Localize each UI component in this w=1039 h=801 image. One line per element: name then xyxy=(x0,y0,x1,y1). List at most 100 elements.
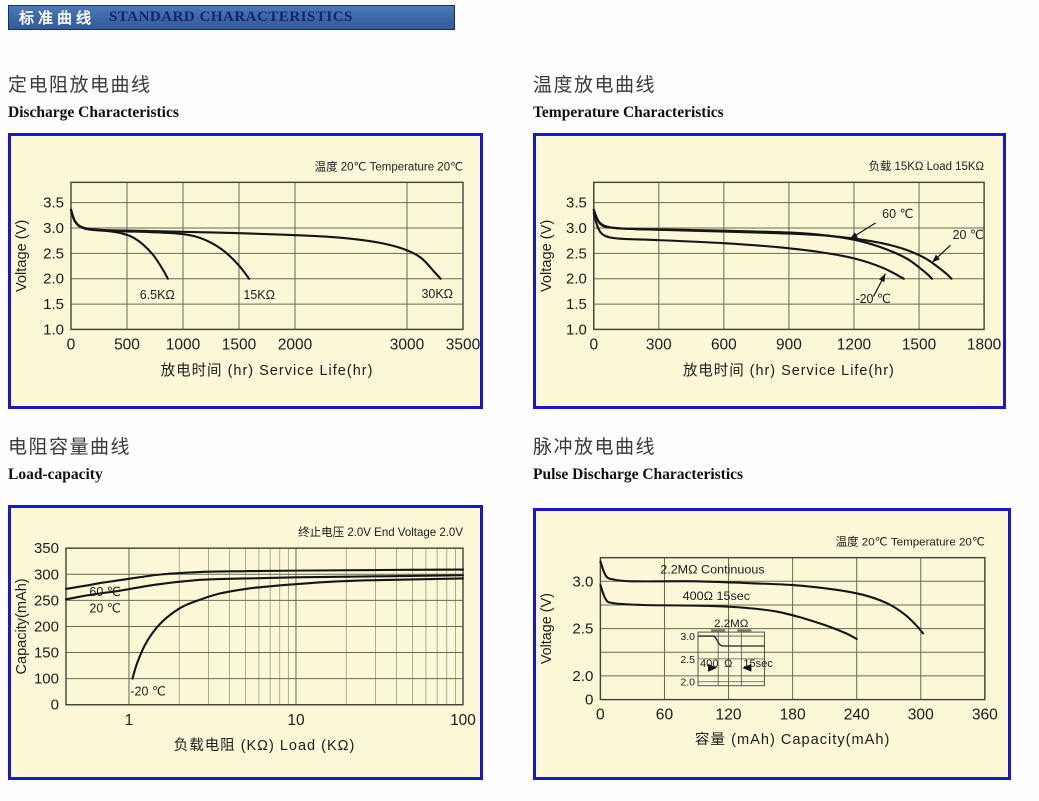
x-tick-label: 0 xyxy=(596,707,605,724)
annotation: 负载 15KΩ Load 15KΩ xyxy=(868,159,984,173)
section-load-capacity: 电阻容量曲线 Load-capacity xyxy=(8,432,478,484)
inset-pulse-label: 15sec xyxy=(743,658,773,670)
x-tick-label: 2000 xyxy=(278,337,313,354)
curve-label: 20 ℃ xyxy=(953,228,984,242)
x-tick-label: 1000 xyxy=(166,337,201,354)
plot-border xyxy=(65,547,464,706)
section-discharge-characteristics: 定电阻放电曲线 Discharge Characteristics xyxy=(8,70,478,122)
x-tick-label: 240 xyxy=(844,707,870,724)
curve-label: -20 ℃ xyxy=(855,292,890,306)
y-tick-label: 3.5 xyxy=(566,195,587,212)
curve-label: 15KΩ xyxy=(243,288,275,302)
series-15KΩ xyxy=(69,208,251,280)
curve-label: 400Ω 15sec xyxy=(683,589,750,603)
inset-tick: 2.0 xyxy=(680,678,695,689)
axis-ticks: 0 300 600 900 1200 1500 1800 1.0 1.5 2.0 2.5 3.0 3.5 xyxy=(566,195,1002,354)
y-tick-label: 300 xyxy=(34,566,59,583)
y-axis-title: Capacity(mAh) xyxy=(14,578,30,674)
x-tick-label: 1500 xyxy=(222,337,257,354)
axis-ticks: 0 500 1000 1500 2000 3000 3500 1.0 1.5 2.0 2.5 3.0 3… xyxy=(43,195,480,354)
y-tick-label: 3.0 xyxy=(43,220,64,237)
plot-border xyxy=(599,556,986,701)
series-6.5KΩ xyxy=(69,208,169,280)
y-tick-label: 2.0 xyxy=(572,668,593,685)
x-tick-label: 300 xyxy=(646,337,672,354)
series-30KΩ xyxy=(69,208,442,280)
x-tick-label: 360 xyxy=(972,707,998,724)
inset-tick: 3.0 xyxy=(680,632,695,643)
annotation: 终止电压 2.0V End Voltage 2.0V xyxy=(298,525,463,539)
y-tick-label: 2.0 xyxy=(43,271,64,288)
y-tick-label: 250 xyxy=(34,592,59,609)
x-tick-label: 600 xyxy=(711,337,737,354)
curve-labels: 2.2MΩ Continuous 400Ω 15sec xyxy=(660,563,764,603)
y-tick-label: 350 xyxy=(34,540,59,557)
series-20 ℃ xyxy=(592,208,953,280)
y-tick-label: 150 xyxy=(34,645,59,662)
axis-ticks: 1 10 100 0 100 150 200 250 300 350 xyxy=(34,540,476,729)
series-group xyxy=(599,560,925,641)
y-tick-label: 0 xyxy=(585,692,593,709)
arrowhead xyxy=(849,232,858,240)
x-tick-label: 1800 xyxy=(967,337,1002,354)
section-title-zh: 脉冲放电曲线 xyxy=(533,437,657,458)
curve-label: 20 ℃ xyxy=(89,601,120,615)
x-tick-label: 1200 xyxy=(837,337,872,354)
curve-labels: 6.5KΩ 15KΩ 30KΩ xyxy=(140,287,453,302)
y-tick-label: 1.0 xyxy=(43,321,64,338)
x-axis-title: 放电时间 (hr) Service Life(hr) xyxy=(161,362,374,379)
series--20 ℃ xyxy=(131,577,465,680)
arrowhead xyxy=(932,254,940,263)
x-tick-label: 10 xyxy=(287,712,305,729)
y-tick-label: 2.0 xyxy=(566,271,587,288)
series-group xyxy=(69,208,442,280)
banner-title-en: STANDARD CHARACTERISTICS xyxy=(109,9,353,25)
section-title-en: Discharge Characteristics xyxy=(8,104,179,121)
y-tick-label: 100 xyxy=(34,671,59,688)
x-tick-label: 900 xyxy=(776,337,802,354)
y-tick-label: 0 xyxy=(51,697,59,714)
grid xyxy=(593,182,985,330)
series-20 ℃ xyxy=(64,574,465,601)
axis-ticks: 0 60 120 180 240 300 360 0 2.0 2.5 3.0 xyxy=(572,573,997,723)
y-axis-title: Voltage (V) xyxy=(539,593,555,664)
x-axis-title: 容量 (mAh) Capacity(mAh) xyxy=(695,731,891,748)
y-tick-label: 1.0 xyxy=(566,321,587,338)
chart-panel-pulse-discharge: 2.2MΩ Continuous 400Ω 15sec 0 60 120 180 240 30… xyxy=(533,508,1011,780)
pulse-inset: 2.2MΩ 3.0 2.5 2.0 400 Ω 15sec xyxy=(680,618,773,688)
annotation: 温度 20℃ Temperature 20℃ xyxy=(315,159,463,173)
chart-discharge-characteristics: 6.5KΩ 15KΩ 30KΩ 0 500 1000 1500 2000 3000 3500 1.0… xyxy=(14,159,481,379)
section-pulse-discharge: 脉冲放电曲线 Pulse Discharge Characteristics xyxy=(533,432,1003,484)
series-2.2MΩ Continuous xyxy=(599,560,925,635)
annotation: 温度 20℃ Temperature 20℃ xyxy=(835,535,984,549)
x-axis-title: 负载电阻 (KΩ) Load (KΩ) xyxy=(174,737,356,754)
y-tick-label: 2.5 xyxy=(43,245,64,262)
curve-label: 30KΩ xyxy=(421,287,453,301)
series-60 ℃ xyxy=(64,568,465,590)
chart-load-capacity: 60 ℃ 20 ℃ -20 ℃ 1 10 100 0 100 150 200 250 300 350 负载… xyxy=(14,525,476,754)
chart-panel-discharge-characteristics: 6.5KΩ 15KΩ 30KΩ 0 500 1000 1500 2000 3000 3500 1.0… xyxy=(8,133,483,409)
section-temperature-characteristics: 温度放电曲线 Temperature Characteristics xyxy=(533,70,1003,122)
section-title-en: Temperature Characteristics xyxy=(533,104,724,121)
x-tick-label: 1 xyxy=(125,712,134,729)
chart-temperature-characteristics: 60 ℃ 20 ℃ -20 ℃ 0 300 600 900 1200 1500 1800 1.0 1.… xyxy=(539,159,1002,379)
section-title-zh: 定电阻放电曲线 xyxy=(8,75,152,96)
x-tick-label: 0 xyxy=(589,337,598,354)
x-tick-label: 120 xyxy=(716,707,742,724)
y-tick-label: 3.5 xyxy=(43,195,64,212)
section-title-en: Load-capacity xyxy=(8,466,103,483)
inset-pulse-label: Ω xyxy=(724,658,732,670)
y-axis-title: Voltage (V) xyxy=(539,220,555,292)
x-tick-label: 0 xyxy=(67,337,76,354)
y-tick-label: 2.5 xyxy=(566,245,587,262)
series-group xyxy=(64,568,465,680)
curve-label: 60 ℃ xyxy=(89,585,120,599)
series-400Ω 15sec xyxy=(599,584,858,641)
inset-tick: 2.5 xyxy=(680,655,695,666)
curve-label: -20 ℃ xyxy=(130,685,166,699)
section-title-zh: 电阻容量曲线 xyxy=(8,437,132,458)
y-tick-label: 3.0 xyxy=(572,573,593,590)
y-tick-label: 3.0 xyxy=(566,220,587,237)
grid xyxy=(70,182,464,330)
inset-pulse-label: 400 xyxy=(700,658,718,670)
